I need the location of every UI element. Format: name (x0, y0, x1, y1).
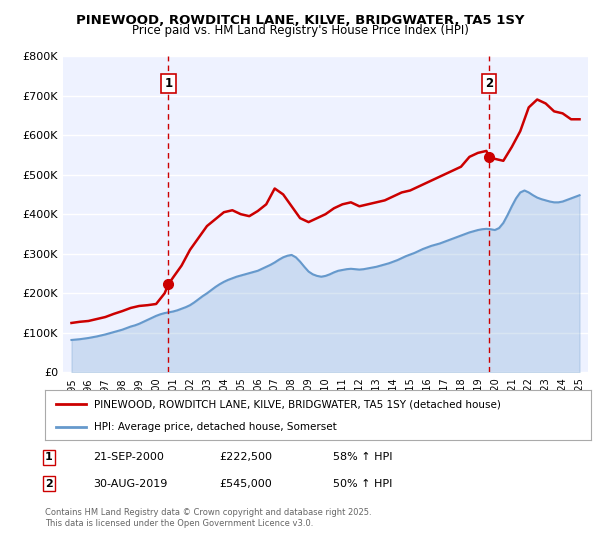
Text: 21-SEP-2000: 21-SEP-2000 (93, 452, 164, 463)
Text: Contains HM Land Registry data © Crown copyright and database right 2025.
This d: Contains HM Land Registry data © Crown c… (45, 508, 371, 528)
Text: £222,500: £222,500 (219, 452, 272, 463)
Text: 1: 1 (164, 77, 172, 90)
Text: 58% ↑ HPI: 58% ↑ HPI (333, 452, 392, 463)
Text: 1: 1 (45, 452, 53, 463)
Text: PINEWOOD, ROWDITCH LANE, KILVE, BRIDGWATER, TA5 1SY: PINEWOOD, ROWDITCH LANE, KILVE, BRIDGWAT… (76, 14, 524, 27)
Text: £545,000: £545,000 (219, 479, 272, 489)
Text: 30-AUG-2019: 30-AUG-2019 (93, 479, 167, 489)
Text: 50% ↑ HPI: 50% ↑ HPI (333, 479, 392, 489)
Text: PINEWOOD, ROWDITCH LANE, KILVE, BRIDGWATER, TA5 1SY (detached house): PINEWOOD, ROWDITCH LANE, KILVE, BRIDGWAT… (94, 399, 501, 409)
Text: 2: 2 (485, 77, 493, 90)
Text: HPI: Average price, detached house, Somerset: HPI: Average price, detached house, Some… (94, 422, 337, 432)
Text: 2: 2 (45, 479, 53, 489)
Text: Price paid vs. HM Land Registry's House Price Index (HPI): Price paid vs. HM Land Registry's House … (131, 24, 469, 37)
